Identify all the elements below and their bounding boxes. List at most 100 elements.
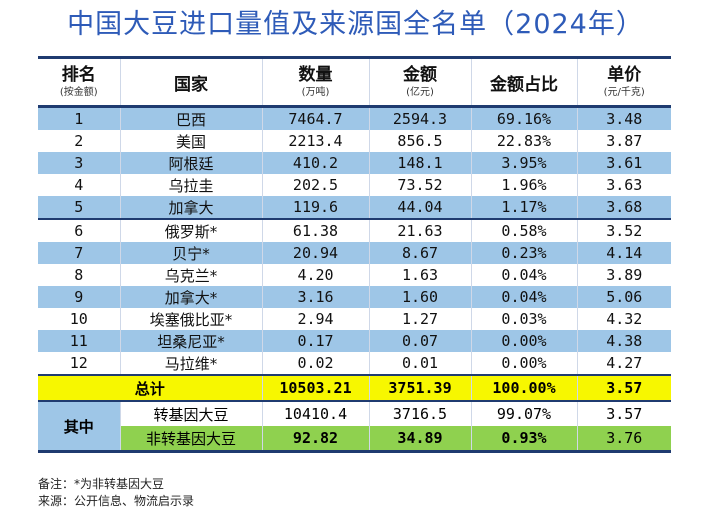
cell-country: 美国 (119, 130, 263, 152)
cell-amount: 148.1 (368, 152, 472, 174)
cell-country: 阿根廷 (119, 152, 263, 174)
header-quantity-label: 数量 (298, 65, 333, 85)
source-text: 来源：公开信息、物流启示录 (38, 494, 195, 508)
non-gm-quantity: 92.82 (261, 426, 370, 453)
table-row: 6 俄罗斯* 61.38 21.63 0.58% 3.52 (38, 218, 671, 242)
cell-price: 4.27 (576, 352, 671, 375)
cell-price: 3.61 (576, 152, 671, 174)
cell-amount: 0.07 (368, 330, 472, 352)
header-rank-sub: (按金额) (59, 87, 98, 98)
cell-rank: 3 (38, 152, 121, 174)
gm-amount: 3716.5 (368, 401, 472, 426)
cell-share: 1.17% (470, 196, 578, 219)
table-row: 8 乌克兰* 4.20 1.63 0.04% 3.89 (38, 264, 671, 286)
total-share: 100.00% (470, 374, 578, 402)
cell-rank: 10 (38, 308, 121, 330)
cell-quantity: 2.94 (261, 308, 370, 330)
cell-country: 贝宁* (119, 242, 263, 264)
cell-share: 0.04% (470, 264, 578, 286)
cell-country: 马拉维* (119, 352, 263, 375)
cell-rank: 5 (38, 196, 121, 219)
note-text: 备注：*为非转基因大豆 (38, 477, 165, 491)
cell-rank: 6 (38, 218, 121, 242)
total-amount: 3751.39 (368, 374, 472, 402)
cell-rank: 7 (38, 242, 121, 264)
cell-country: 埃塞俄比亚* (119, 308, 263, 330)
total-label: 总计 (38, 374, 263, 402)
cell-price: 3.68 (576, 196, 671, 219)
table-row: 5 加拿大 119.6 44.04 1.17% 3.68 (38, 196, 671, 219)
cell-share: 3.95% (470, 152, 578, 174)
cell-amount: 21.63 (368, 218, 472, 242)
header-amount: 金额 (亿元) (368, 56, 472, 108)
cell-quantity: 0.02 (261, 352, 370, 375)
header-price-sub: (元/千克) (603, 87, 645, 98)
total-row: 总计 10503.21 3751.39 100.00% 3.57 (38, 374, 671, 402)
cell-rank: 8 (38, 264, 121, 286)
gm-row: 其中 转基因大豆 10410.4 3716.5 99.07% 3.57 (38, 401, 671, 453)
cell-quantity: 4.20 (261, 264, 370, 286)
non-gm-amount: 34.89 (368, 426, 472, 453)
gm-price: 3.57 (576, 401, 671, 426)
cell-price: 3.63 (576, 174, 671, 196)
table-row: 1 巴西 7464.7 2594.3 69.16% 3.48 (38, 106, 671, 130)
header-country: 国家 (119, 56, 263, 108)
cell-share: 0.03% (470, 308, 578, 330)
cell-price: 3.87 (576, 130, 671, 152)
cell-share: 69.16% (470, 106, 578, 130)
cell-share: 0.58% (470, 218, 578, 242)
cell-price: 4.32 (576, 308, 671, 330)
gm-label: 转基因大豆 (119, 401, 263, 426)
cell-price: 3.89 (576, 264, 671, 286)
breakdown-label: 其中 (38, 401, 121, 453)
table-row: 7 贝宁* 20.94 8.67 0.23% 4.14 (38, 242, 671, 264)
cell-country: 巴西 (119, 106, 263, 130)
cell-quantity: 202.5 (261, 174, 370, 196)
table-row: 12 马拉维* 0.02 0.01 0.00% 4.27 (38, 352, 671, 375)
cell-price: 4.38 (576, 330, 671, 352)
cell-country: 坦桑尼亚* (119, 330, 263, 352)
cell-amount: 73.52 (368, 174, 472, 196)
header-quantity-sub: (万吨) (301, 87, 330, 98)
cell-share: 1.96% (470, 174, 578, 196)
cell-rank: 12 (38, 352, 121, 375)
table-header: 排名 (按金额) 国家 数量 (万吨) 金额 (亿元) 金额占比 单价 (元/千… (38, 56, 671, 108)
cell-share: 0.04% (470, 286, 578, 308)
cell-amount: 1.27 (368, 308, 472, 330)
non-gm-share: 0.93% (470, 426, 578, 453)
gm-quantity: 10410.4 (261, 401, 370, 426)
total-quantity: 10503.21 (261, 374, 370, 402)
header-share-label: 金额占比 (490, 74, 558, 95)
cell-share: 0.23% (470, 242, 578, 264)
header-price: 单价 (元/千克) (576, 56, 671, 108)
cell-quantity: 119.6 (261, 196, 370, 219)
table-row: 11 坦桑尼亚* 0.17 0.07 0.00% 4.38 (38, 330, 671, 352)
header-country-label: 国家 (174, 74, 208, 95)
cell-amount: 44.04 (368, 196, 472, 219)
cell-country: 俄罗斯* (119, 218, 263, 242)
cell-amount: 2594.3 (368, 106, 472, 130)
table-row: 10 埃塞俄比亚* 2.94 1.27 0.03% 4.32 (38, 308, 671, 330)
non-gm-price: 3.76 (576, 426, 671, 453)
cell-price: 3.48 (576, 106, 671, 130)
header-price-label: 单价 (607, 65, 642, 85)
cell-share: 22.83% (470, 130, 578, 152)
cell-quantity: 410.2 (261, 152, 370, 174)
cell-rank: 2 (38, 130, 121, 152)
soybean-import-table: 排名 (按金额) 国家 数量 (万吨) 金额 (亿元) 金额占比 单价 (元/千… (38, 56, 671, 453)
cell-quantity: 0.17 (261, 330, 370, 352)
cell-amount: 1.60 (368, 286, 472, 308)
cell-rank: 9 (38, 286, 121, 308)
cell-rank: 11 (38, 330, 121, 352)
cell-price: 4.14 (576, 242, 671, 264)
header-share: 金额占比 (470, 56, 578, 108)
table-row: 4 乌拉圭 202.5 73.52 1.96% 3.63 (38, 174, 671, 196)
header-amount-label: 金额 (403, 65, 437, 85)
table-row: 9 加拿大* 3.16 1.60 0.04% 5.06 (38, 286, 671, 308)
cell-country: 加拿大 (119, 196, 263, 219)
cell-amount: 0.01 (368, 352, 472, 375)
cell-quantity: 3.16 (261, 286, 370, 308)
cell-country: 乌克兰* (119, 264, 263, 286)
cell-quantity: 61.38 (261, 218, 370, 242)
gm-share: 99.07% (470, 401, 578, 426)
